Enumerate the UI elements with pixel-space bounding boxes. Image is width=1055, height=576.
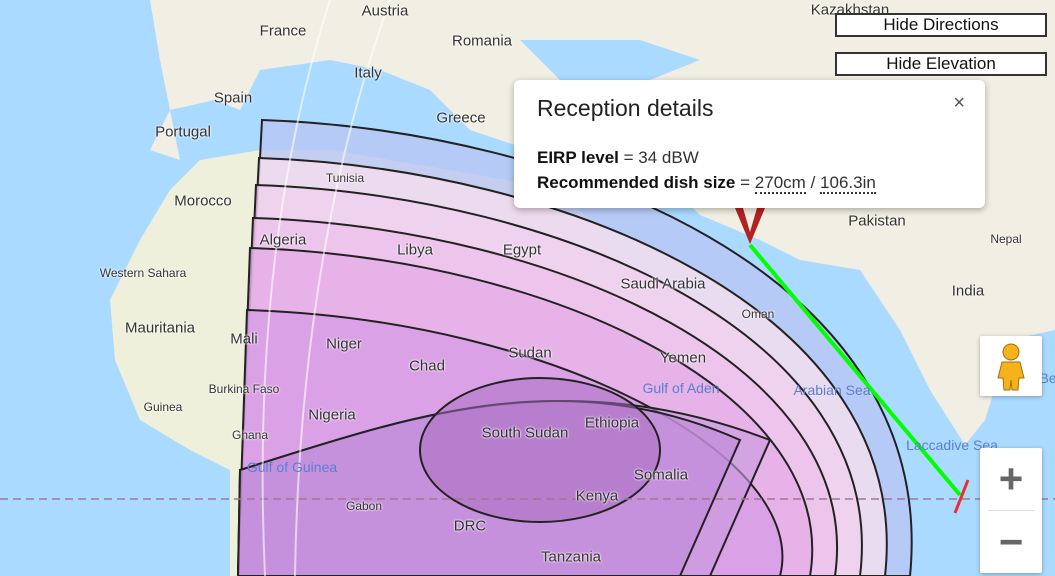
map-label: Western Sahara [99, 266, 187, 280]
map-label: Romania [451, 32, 513, 50]
map-label: Greece [436, 109, 486, 127]
dish-eq: = [740, 173, 751, 192]
map-label: Mali [230, 330, 258, 348]
dish-row: Recommended dish size = 270cm / 106.3in [537, 173, 876, 194]
map-label: DRC [453, 517, 487, 535]
map-label: Algeria [259, 231, 307, 249]
satellite-marker [953, 479, 970, 514]
map-label: Sudan [508, 344, 552, 362]
hide-directions-button[interactable]: Hide Directions [835, 13, 1047, 37]
map-label: Ethiopia [584, 414, 640, 432]
reception-details-popup: Reception details × EIRP level = 34 dBW … [514, 80, 985, 208]
map-label: India [951, 282, 985, 300]
popup-title: Reception details [537, 95, 714, 121]
map-label: South Sudan [481, 424, 569, 442]
map-label: Kenya [575, 487, 619, 505]
map-label: Niger [326, 335, 362, 353]
dish-size-cm[interactable]: 270cm [754, 173, 806, 194]
map-label: Portugal [155, 123, 211, 141]
map-label: Chad [409, 357, 445, 375]
zoom-control: + − [980, 448, 1042, 573]
map-label: Nepal [990, 232, 1022, 246]
map-label: Morocco [174, 192, 232, 210]
sea-label: Gulf of Aden [642, 380, 720, 396]
map-label: Tanzania [540, 548, 602, 566]
map-label: Tunisia [325, 171, 365, 185]
map-label: Burkina Faso [208, 382, 280, 396]
map-label: Libya [397, 241, 433, 259]
eirp-value: = 34 dBW [623, 148, 699, 167]
map-label: Nigeria [308, 406, 356, 424]
sea-label: Arabian Sea [793, 382, 871, 398]
map-label: Yemen [659, 349, 707, 367]
black-sea [520, 40, 700, 80]
pegman-icon [997, 343, 1025, 391]
dish-label: Recommended dish size [537, 173, 736, 192]
eirp-row: EIRP level = 34 dBW [537, 148, 699, 168]
map-label: Saudi Arabia [620, 275, 706, 293]
map-label: Guinea [143, 400, 183, 414]
satellite-direction-line [748, 243, 962, 497]
map-label: Mauritania [124, 319, 196, 337]
sea-label: Laccadive Sea [906, 437, 998, 453]
map-label: Egypt [502, 241, 542, 259]
map-label: Spain [213, 89, 253, 107]
hide-elevation-button[interactable]: Hide Elevation [835, 52, 1047, 76]
zoom-divider [988, 510, 1034, 511]
zoom-out-button[interactable]: − [998, 518, 1024, 565]
dish-sep: / [810, 173, 816, 192]
map-label: Oman [741, 307, 775, 321]
sea-label: Be [1039, 370, 1055, 386]
eirp-label: EIRP level [537, 148, 619, 167]
map-label: Austria [361, 2, 409, 20]
coverage-contour-core [419, 377, 661, 523]
map-label: Ghana [231, 428, 269, 442]
location-pin[interactable] [735, 208, 765, 244]
close-icon[interactable]: × [953, 92, 965, 114]
zoom-in-button[interactable]: + [998, 455, 1024, 502]
map-label: Gabon [345, 499, 383, 513]
sea-label: Gulf of Guinea [246, 459, 338, 475]
arc-line [294, 0, 391, 576]
map-label: Somalia [633, 466, 689, 484]
map-label: Italy [354, 64, 382, 82]
map-label: France [259, 22, 307, 40]
map-label: Pakistan [848, 212, 906, 230]
dish-size-in[interactable]: 106.3in [820, 173, 876, 194]
arc-line [261, 0, 331, 576]
street-view-button[interactable] [980, 336, 1042, 396]
